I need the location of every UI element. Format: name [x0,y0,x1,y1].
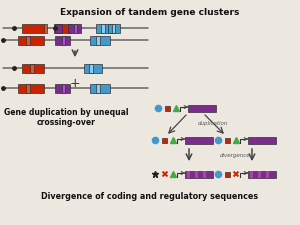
Text: +: + [70,77,80,90]
Text: duplication: duplication [198,122,228,126]
Bar [54,24,72,33]
Bar [18,36,44,45]
Bar [248,137,276,144]
Bar [112,24,115,33]
Bar [55,36,70,45]
Bar [185,137,213,144]
Bar [225,171,230,176]
Bar [96,24,114,33]
Bar [203,171,206,178]
Bar [26,36,30,45]
Bar [195,171,198,178]
Bar [44,24,47,33]
Bar [258,171,261,178]
Bar [108,24,120,33]
Bar [90,36,110,45]
Bar [89,64,93,73]
Bar [18,84,44,93]
Text: Expansion of tandem gene clusters: Expansion of tandem gene clusters [60,8,240,17]
Bar [165,106,170,110]
Text: Divergence of coding and regulatory sequences: Divergence of coding and regulatory sequ… [41,192,259,201]
Bar [62,84,65,93]
Bar [162,137,167,142]
Bar [30,64,34,73]
Text: Gene duplication by unequal
crossing-over: Gene duplication by unequal crossing-ove… [4,108,128,127]
Bar [225,137,230,142]
Bar [90,84,110,93]
Bar [22,24,44,33]
Bar [248,171,276,178]
Bar [84,64,102,73]
Bar [96,36,100,45]
Bar [185,171,213,178]
Bar [96,84,100,93]
Bar [266,171,269,178]
Bar [26,84,30,93]
Bar [55,84,70,93]
Text: divergence: divergence [220,153,250,158]
Bar [22,64,44,73]
Bar [101,24,105,33]
Bar [55,24,62,33]
Bar [74,24,77,33]
Bar [188,104,216,112]
Bar [68,24,81,33]
Bar [250,171,253,178]
Bar [62,36,65,45]
Bar [187,171,190,178]
